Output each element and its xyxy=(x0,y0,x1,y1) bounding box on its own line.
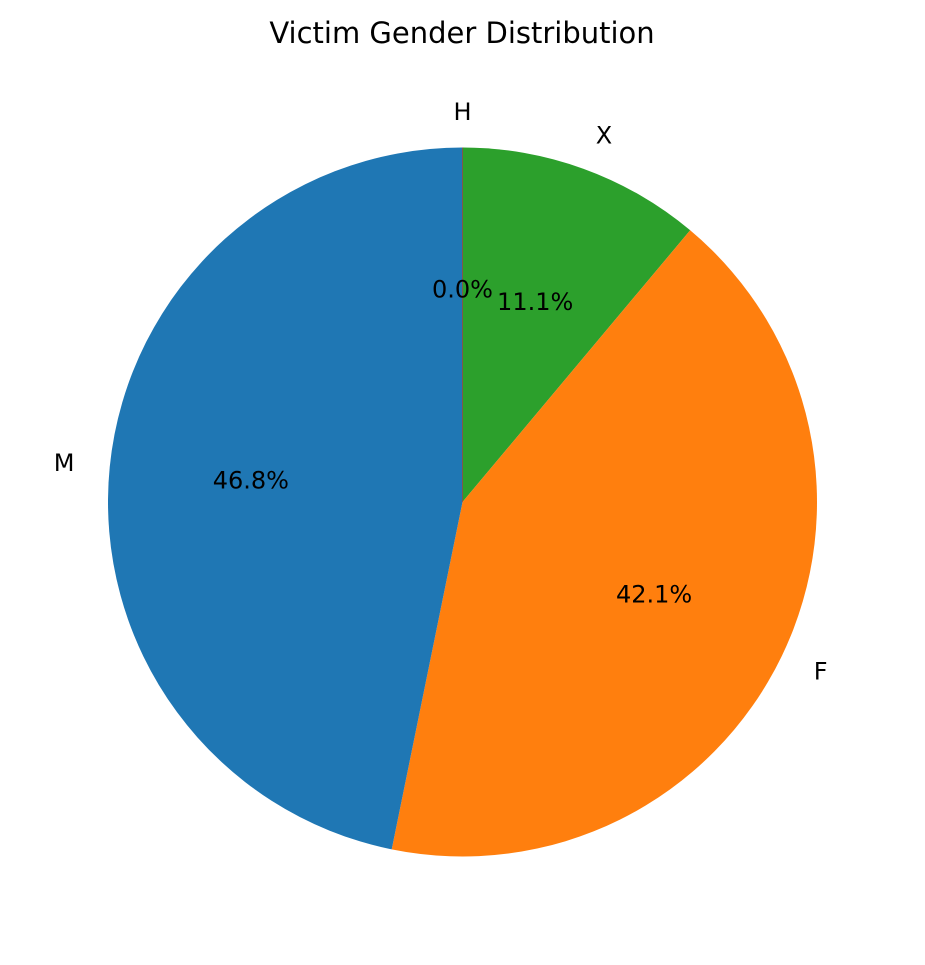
pie-slice-x xyxy=(462,147,691,502)
slice-label-x: X xyxy=(596,122,612,150)
slice-percent-f: 42.1% xyxy=(616,580,692,608)
slice-label-h: H xyxy=(453,98,471,126)
slice-label-m: M xyxy=(54,449,75,477)
slice-label-f: F xyxy=(814,657,828,685)
slice-percent-x: 11.1% xyxy=(497,288,573,316)
slice-percent-h: 0.0% xyxy=(432,275,493,303)
chart-title: Victim Gender Distribution xyxy=(269,16,654,50)
slice-percent-m: 46.8% xyxy=(213,467,289,495)
pie-slice-m xyxy=(108,147,463,850)
pie-labels: X 11.1% F 42.1% M 46.8% H 0.0% xyxy=(54,98,828,685)
pie-slices xyxy=(108,147,818,857)
pie-slice-f xyxy=(391,230,818,857)
